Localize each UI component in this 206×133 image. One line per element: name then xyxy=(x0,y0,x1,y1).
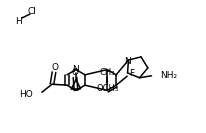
Text: F: F xyxy=(130,69,135,78)
Text: CH₃: CH₃ xyxy=(99,68,115,77)
Text: O: O xyxy=(71,68,78,77)
Text: H: H xyxy=(15,18,21,26)
Text: OCH₃: OCH₃ xyxy=(96,84,118,93)
Text: Cl: Cl xyxy=(28,7,36,16)
Text: O: O xyxy=(52,63,59,72)
Text: N: N xyxy=(73,65,79,74)
Text: NH₂: NH₂ xyxy=(160,71,178,80)
Text: N: N xyxy=(124,57,131,66)
Text: HO: HO xyxy=(19,90,33,99)
